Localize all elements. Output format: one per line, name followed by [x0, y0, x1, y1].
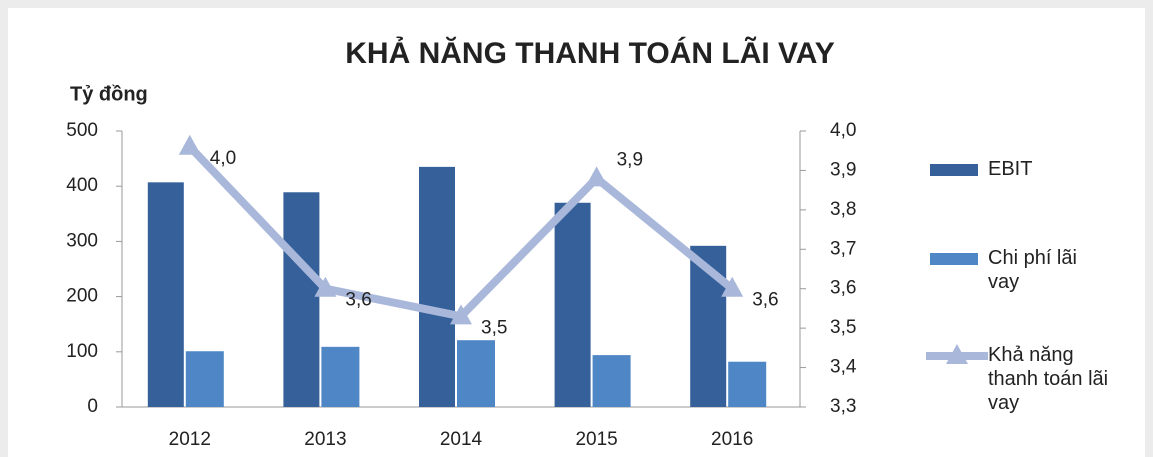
- legend-label: Khả năng thanh toán lãi vay: [988, 344, 1109, 414]
- bar: [185, 351, 224, 407]
- y2-tick-label: 3,8: [830, 199, 856, 220]
- data-label: 3,6: [752, 290, 778, 311]
- y-tick-label: 400: [66, 175, 98, 196]
- line-marker: [314, 276, 337, 297]
- line-marker: [721, 276, 744, 297]
- y-tick-label: 0: [87, 396, 98, 417]
- y-tick-label: 200: [66, 286, 98, 307]
- data-label: 3,9: [617, 149, 643, 170]
- y2-tick-label: 3,6: [830, 278, 856, 299]
- bar: [728, 361, 767, 407]
- bar: [554, 202, 591, 407]
- x-tick-label: 2013: [304, 429, 346, 450]
- bar: [321, 346, 360, 407]
- data-label: 3,5: [481, 317, 507, 338]
- line-marker: [585, 166, 608, 187]
- legend-key: [930, 164, 978, 176]
- bar: [283, 192, 320, 407]
- y-tick-label: 500: [66, 120, 98, 141]
- legend-label: Chi phí lãi vay: [988, 247, 1077, 293]
- y-axis-label: Tỷ đồng: [70, 83, 148, 105]
- legend-key: [946, 344, 968, 364]
- y-tick-label: 100: [66, 341, 98, 362]
- legend-key: [930, 253, 978, 265]
- line-marker: [450, 304, 472, 325]
- x-tick-label: 2014: [440, 429, 483, 450]
- data-label: 3,6: [345, 290, 371, 311]
- y2-tick-label: 3,9: [830, 159, 856, 180]
- line-marker: [178, 134, 201, 155]
- y2-tick-label: 3,4: [830, 357, 857, 378]
- bar: [457, 340, 495, 407]
- x-tick-label: 2012: [169, 429, 211, 450]
- y2-tick-label: 4,0: [830, 120, 856, 141]
- chart-title: KHẢ NĂNG THANH TOÁN LÃI VAY: [345, 36, 834, 70]
- x-tick-label: 2016: [711, 429, 753, 450]
- x-tick-label: 2015: [575, 429, 617, 450]
- data-label: 4,0: [210, 148, 236, 169]
- y-tick-label: 300: [66, 230, 98, 251]
- y2-tick-label: 3,5: [830, 317, 856, 338]
- bar: [592, 355, 631, 407]
- legend-label: EBIT: [988, 158, 1033, 180]
- y2-tick-label: 3,7: [830, 238, 856, 259]
- y2-tick-label: 3,3: [830, 396, 856, 417]
- bar: [419, 166, 455, 407]
- bar: [147, 182, 184, 407]
